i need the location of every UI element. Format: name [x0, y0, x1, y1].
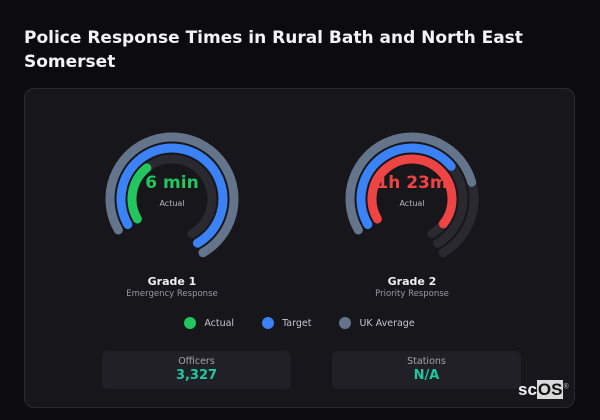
stat-stations: Stations N/A [332, 351, 521, 389]
gauge-value: 1h 23m [376, 173, 448, 193]
stat-label: Officers [178, 356, 215, 367]
legend-item-target[interactable]: Target [262, 317, 311, 329]
legend-label: Actual [204, 317, 235, 329]
gauge-description: Priority Response [375, 289, 449, 299]
gauge-sublabel: Actual [159, 199, 185, 208]
legend-dot-icon [339, 317, 352, 329]
gauge-sublabel: Actual [399, 199, 425, 208]
legend: Actual Target UK Average [25, 317, 574, 329]
gauge-title: Grade 2 [387, 275, 437, 288]
stat-value: N/A [413, 368, 440, 383]
stat-label: Stations [407, 356, 446, 367]
legend-dot-icon [262, 317, 275, 329]
legend-label: Target [282, 317, 312, 329]
gauge-description: Emergency Response [126, 289, 218, 299]
legend-item-uk-average[interactable]: UK Average [339, 317, 415, 329]
gauge-title: Grade 1 [147, 275, 197, 288]
response-card: 6 min Actual Grade 1 Emergency Response … [24, 88, 575, 408]
radial-chart-grade-2 [345, 132, 479, 258]
page-title: Police Response Times in Rural Bath and … [24, 28, 523, 72]
legend-label: UK Average [359, 317, 415, 329]
legend-item-actual[interactable]: Actual [184, 317, 234, 329]
stat-value: 3,327 [175, 368, 218, 383]
legend-dot-icon [184, 317, 197, 329]
gauge-value: 6 min [145, 173, 199, 193]
stat-officers: Officers 3,327 [102, 351, 291, 389]
scos-logo: scOS® [518, 380, 569, 399]
radial-chart-grade-1 [105, 132, 239, 258]
gauge-grade-2: 1h 23m Actual Grade 2 Priority Response [342, 129, 482, 299]
gauge-grade-1: 6 min Actual Grade 1 Emergency Response [102, 129, 242, 299]
